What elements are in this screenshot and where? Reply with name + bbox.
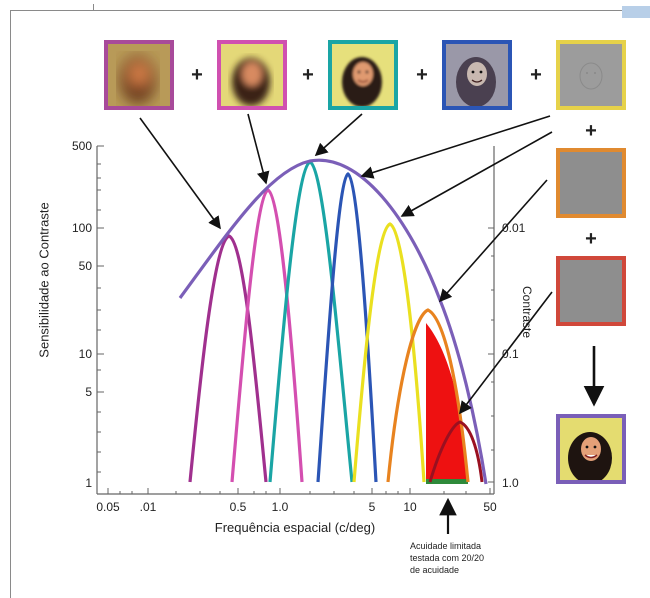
arrow-band-1 bbox=[139, 117, 221, 230]
blurred-face-image bbox=[108, 44, 170, 106]
plus-sign: + bbox=[530, 64, 542, 86]
y-tick-label: 1 bbox=[85, 476, 92, 490]
acuity-fill-region bbox=[426, 323, 468, 480]
y-tick-label: 50 bbox=[78, 259, 92, 273]
arrow-band-5 bbox=[400, 131, 553, 217]
x-axis-title: Frequência espacial (c/deg) bbox=[214, 520, 376, 535]
x-tick-label: 1.0 bbox=[271, 500, 289, 514]
noise-image bbox=[560, 152, 622, 214]
frame-tick bbox=[93, 4, 94, 10]
y-tick-label: 5 bbox=[85, 385, 92, 399]
y-tick-label: 500 bbox=[71, 139, 92, 153]
thumbnail-band-6 bbox=[556, 148, 626, 218]
acuity-note: Acuidade limitada testada com 20/20 de a… bbox=[410, 540, 496, 576]
band-curve-1 bbox=[188, 234, 268, 483]
thumbnail-band-3 bbox=[328, 40, 398, 110]
band-curve-6 bbox=[386, 308, 470, 483]
contrast-tick-label: 0.01 bbox=[502, 221, 526, 235]
thumbnail-band-7 bbox=[556, 256, 626, 326]
arrow-band-7 bbox=[459, 291, 553, 415]
face-image bbox=[332, 44, 394, 106]
x-tick-label: 50 bbox=[483, 500, 497, 514]
x-tick-label: 10 bbox=[403, 500, 417, 514]
arrow-band-3 bbox=[314, 113, 363, 157]
acuity-note-line: de acuidade bbox=[410, 565, 460, 575]
plus-sign: + bbox=[585, 228, 597, 250]
y-tick-label: 10 bbox=[78, 347, 92, 361]
x-tick-label: 5 bbox=[368, 500, 376, 514]
contrast-tick-label: 1.0 bbox=[502, 476, 519, 490]
thumbnail-band-4 bbox=[442, 40, 512, 110]
y-axis-title: Sensibilidade ao Contraste bbox=[36, 202, 52, 358]
x-tick-label: .01 bbox=[139, 500, 157, 514]
blurred-face-image bbox=[221, 44, 283, 106]
plus-sign: + bbox=[302, 64, 314, 86]
noise-image bbox=[560, 260, 622, 322]
contrast-axis-title: Contraste bbox=[520, 285, 534, 339]
plus-sign: + bbox=[191, 64, 203, 86]
thumbnail-band-2 bbox=[217, 40, 287, 110]
detailed-face-image bbox=[446, 44, 508, 106]
thumbnail-band-1 bbox=[104, 40, 174, 110]
acuity-note-line: testada com 20/20 bbox=[410, 553, 485, 563]
thumbnail-composite bbox=[556, 414, 626, 484]
band-curve-5 bbox=[352, 222, 426, 483]
plus-sign: + bbox=[416, 64, 428, 86]
band-curve-7 bbox=[428, 420, 484, 483]
thumbnail-band-5 bbox=[556, 40, 626, 110]
envelope-curve bbox=[178, 158, 488, 485]
composite-face-image bbox=[560, 418, 622, 480]
arrow-band-2 bbox=[247, 113, 270, 185]
band-curve-4 bbox=[316, 172, 378, 483]
frame-border-top bbox=[10, 10, 650, 11]
fine-detail-image bbox=[560, 44, 622, 106]
green-baseline bbox=[426, 479, 468, 484]
x-tick-label: 0.5 bbox=[229, 500, 247, 514]
acuity-note-line: Acuidade limitada bbox=[410, 541, 482, 551]
plus-sign: + bbox=[585, 120, 597, 142]
arrow-band-6 bbox=[438, 179, 548, 303]
arrow-band-4 bbox=[360, 115, 551, 179]
y-tick-label: 100 bbox=[71, 221, 92, 235]
contrast-tick-label: 0.1 bbox=[502, 347, 519, 361]
band-curve-2 bbox=[230, 188, 304, 483]
frame-border-left bbox=[10, 10, 11, 598]
x-tick-label: 0.05 bbox=[96, 500, 120, 514]
corner-tab bbox=[622, 6, 650, 18]
